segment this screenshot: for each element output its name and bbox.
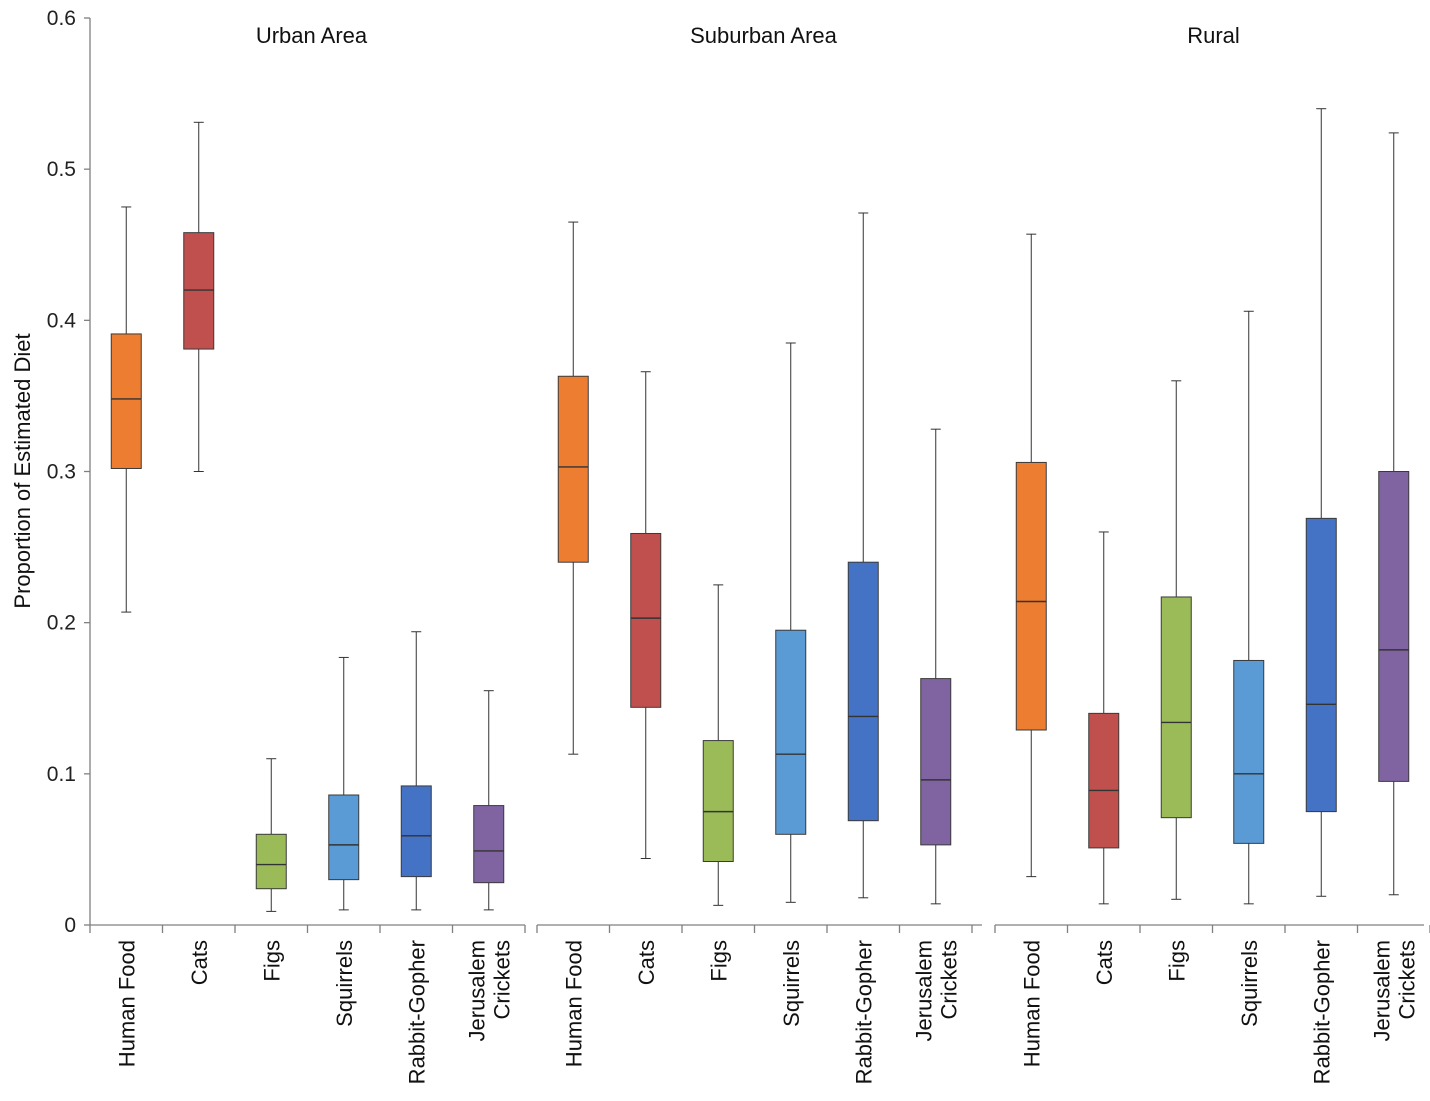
category-label-line: Cats [187, 940, 212, 985]
category-label: Human Food [114, 940, 139, 1067]
box-jerusalem-crickets: JerusalemCrickets [1369, 132, 1419, 1041]
category-label: Figs [706, 940, 731, 982]
category-label-line: Cats [634, 940, 659, 985]
category-label-line: Squirrels [779, 940, 804, 1027]
iqr-box [1015, 461, 1047, 731]
iqr-box [1160, 596, 1192, 819]
iqr-box [1305, 517, 1337, 813]
y-axis: 0 0.1 0.2 0.3 0.4 0.5 0.6 [47, 7, 91, 937]
box-rabbit-gopher: Rabbit-Gopher [1305, 108, 1337, 1084]
category-label-line: Rabbit-Gopher [1309, 940, 1334, 1084]
box-human-food: Human Food [1015, 233, 1047, 1067]
y-axis-title: Proportion of Estimated Diet [10, 333, 35, 608]
category-label-line: Human Food [561, 940, 586, 1067]
category-label: Squirrels [779, 940, 804, 1027]
iqr-box [557, 375, 589, 563]
y-tick-label: 0.4 [47, 309, 77, 332]
category-label: Cats [1092, 940, 1117, 985]
category-label: Figs [259, 940, 284, 982]
box-cats: Cats [630, 371, 662, 985]
category-label: Human Food [1019, 940, 1044, 1067]
box-human-food: Human Food [110, 206, 142, 1067]
category-label: Figs [1164, 940, 1189, 982]
iqr-box [630, 532, 662, 708]
iqr-box [1378, 471, 1410, 782]
category-label-line: Squirrels [1237, 940, 1262, 1027]
y-tick-label: 0.2 [47, 612, 76, 635]
category-label: Rabbit-Gopher [851, 940, 876, 1084]
category-label: Rabbit-Gopher [404, 940, 429, 1084]
iqr-box [775, 629, 807, 835]
box-squirrels: Squirrels [1233, 310, 1265, 1027]
y-tick-label: 0.3 [47, 461, 76, 484]
category-label-line: Figs [259, 940, 284, 982]
group-2: Rural Human Food Cats Figs Squirrels Rabbit-G… [994, 23, 1430, 1084]
category-label: Cats [634, 940, 659, 985]
category-label: JerusalemCrickets [911, 940, 961, 1041]
box-cats: Cats [183, 121, 215, 985]
category-label: Cats [187, 940, 212, 985]
box-jerusalem-crickets: JerusalemCrickets [911, 428, 961, 1041]
iqr-box [702, 740, 734, 863]
category-label-line: Crickets [1394, 940, 1419, 1019]
category-label: Squirrels [332, 940, 357, 1027]
box-rabbit-gopher: Rabbit-Gopher [400, 631, 432, 1084]
iqr-box [328, 794, 360, 881]
category-label-line: Figs [706, 940, 731, 982]
group-title: Suburban Area [690, 23, 838, 48]
category-label: Squirrels [1237, 940, 1262, 1027]
iqr-box [183, 232, 215, 350]
box-cats: Cats [1088, 531, 1120, 985]
iqr-box [1233, 659, 1265, 844]
y-tick-label: 0.5 [47, 158, 76, 181]
category-label: Rabbit-Gopher [1309, 940, 1334, 1084]
category-label-line: Crickets [489, 940, 514, 1019]
category-label-line: Squirrels [332, 940, 357, 1027]
iqr-box [1088, 712, 1120, 849]
category-label-line: Rabbit-Gopher [404, 940, 429, 1084]
iqr-box [255, 833, 287, 890]
category-label-line: Human Food [114, 940, 139, 1067]
y-tick-label: 0 [64, 914, 76, 937]
category-label: JerusalemCrickets [1369, 940, 1419, 1041]
category-label-line: Cats [1092, 940, 1117, 985]
box-jerusalem-crickets: JerusalemCrickets [464, 690, 514, 1041]
category-label-line: Human Food [1019, 940, 1044, 1067]
y-tick-label: 0.6 [47, 7, 76, 30]
box-squirrels: Squirrels [775, 342, 807, 1027]
box-rabbit-gopher: Rabbit-Gopher [847, 212, 879, 1084]
y-tick-label: 0.1 [47, 763, 76, 786]
iqr-box [400, 785, 432, 878]
group-title: Rural [1187, 23, 1240, 48]
iqr-box [110, 333, 142, 469]
category-label-line: Jerusalem [1369, 940, 1394, 1041]
box-figs: Figs [255, 758, 287, 982]
box-figs: Figs [702, 584, 734, 982]
box-squirrels: Squirrels [328, 656, 360, 1027]
group-1: Suburban Area Human Food Cats Figs Squirrels… [536, 23, 982, 1084]
chart-groups: Urban Area Human Food Cats Figs Squirrels Rab… [89, 23, 1430, 1084]
category-label-line: Crickets [936, 940, 961, 1019]
category-label-line: Figs [1164, 940, 1189, 982]
category-label-line: Jerusalem [911, 940, 936, 1041]
iqr-box [473, 805, 505, 884]
iqr-box [920, 678, 952, 846]
box-human-food: Human Food [557, 221, 589, 1067]
iqr-box [847, 561, 879, 822]
category-label: Human Food [561, 940, 586, 1067]
box-figs: Figs [1160, 380, 1192, 982]
category-label-line: Rabbit-Gopher [851, 940, 876, 1084]
group-title: Urban Area [256, 23, 368, 48]
category-label: JerusalemCrickets [464, 940, 514, 1041]
category-label-line: Jerusalem [464, 940, 489, 1041]
group-0: Urban Area Human Food Cats Figs Squirrels Rab… [89, 23, 526, 1084]
